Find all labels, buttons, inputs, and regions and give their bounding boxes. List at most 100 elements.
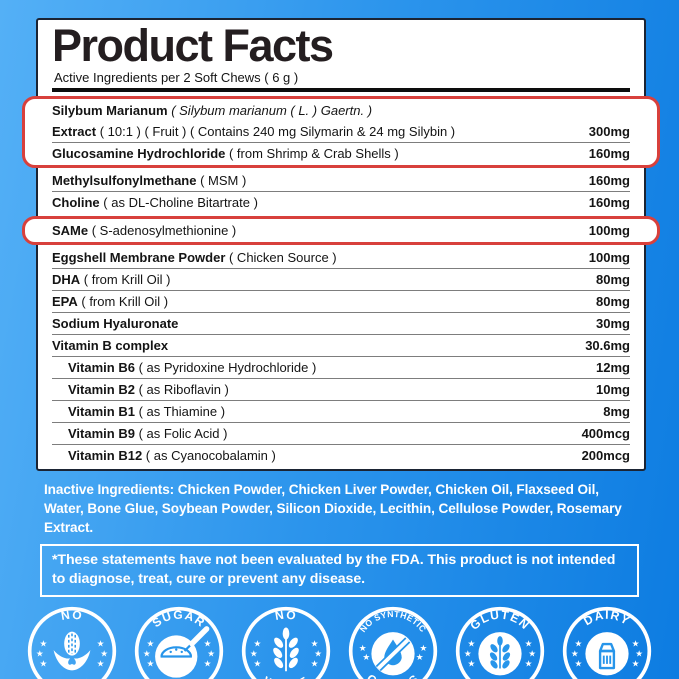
badge-ring bbox=[27, 606, 117, 679]
ingredient-amount: 100mg bbox=[588, 250, 630, 265]
badge-ring bbox=[562, 606, 652, 679]
ingredient-amount: 160mg bbox=[588, 146, 630, 161]
svg-text:★: ★ bbox=[314, 650, 322, 660]
ingredient-name: Vitamin B12 bbox=[68, 448, 143, 463]
product-facts-panel: Product Facts Active Ingredients per 2 S… bbox=[22, 18, 660, 471]
ingredient-detail: ( Chicken Source ) bbox=[225, 250, 337, 265]
svg-text:NO SYNTHETIC: NO SYNTHETIC bbox=[358, 609, 429, 634]
ingredient-amount: 30.6mg bbox=[585, 338, 630, 353]
ingredient-name: Vitamin B1 bbox=[68, 404, 135, 419]
ingredient-detail: ( as Cyanocobalamin ) bbox=[142, 448, 276, 463]
ingredient-latin-name: ( Silybum marianum ( L. ) Gaertn. ) bbox=[167, 103, 373, 118]
badge-row: NO CORN ★★★ ★★★ SUGAR FREE bbox=[26, 605, 653, 679]
svg-text:★: ★ bbox=[528, 650, 536, 660]
ingredient-amount: 80mg bbox=[596, 294, 630, 309]
header-divider bbox=[52, 88, 630, 92]
svg-text:★: ★ bbox=[575, 660, 583, 670]
ingredient-row-eggshell: Eggshell Membrane Powder ( Chicken Sourc… bbox=[52, 247, 630, 268]
ingredient-name: Methylsulfonylmethane bbox=[52, 173, 197, 188]
svg-text:★: ★ bbox=[40, 639, 48, 649]
page-title: Product Facts bbox=[52, 20, 334, 71]
ingredient-amount: 200mcg bbox=[581, 448, 630, 463]
star-decorations: ★★★ ★★★ bbox=[143, 639, 215, 669]
ingredient-amount: 12mg bbox=[596, 360, 630, 375]
ingredient-name: Eggshell Membrane Powder bbox=[52, 250, 226, 265]
svg-text:★: ★ bbox=[359, 644, 367, 654]
ingredient-amount: 10mg bbox=[596, 382, 630, 397]
svg-text:★: ★ bbox=[468, 660, 476, 670]
svg-text:★: ★ bbox=[525, 639, 533, 649]
svg-text:★: ★ bbox=[254, 639, 262, 649]
ingredient-row-msm: Methylsulfonylmethane ( MSM ) 160mg bbox=[52, 170, 630, 191]
ingredient-name: DHA bbox=[52, 272, 81, 287]
ingredient-row-vitamin-b1: Vitamin B1 ( as Thiamine ) 8mg bbox=[52, 400, 630, 422]
ingredient-row-choline: Choline ( as DL-Choline Bitartrate ) 160… bbox=[52, 191, 630, 213]
ingredient-name: Vitamin B9 bbox=[68, 426, 135, 441]
ingredient-row-dha: DHA ( from Krill Oil ) 80mg bbox=[52, 268, 630, 290]
star-decorations: ★★★ ★★★ bbox=[36, 639, 108, 669]
ingredient-amount: 8mg bbox=[603, 404, 630, 419]
ingredient-name: SAMe bbox=[52, 223, 89, 238]
ingredient-detail: ( as DL-Choline Bitartrate ) bbox=[99, 195, 258, 210]
svg-text:★: ★ bbox=[416, 653, 424, 663]
svg-text:WHEAT: WHEAT bbox=[261, 674, 311, 679]
ingredient-name: Silybum Marianum bbox=[52, 103, 168, 118]
svg-text:★: ★ bbox=[143, 650, 151, 660]
ingredient-name: Vitamin B6 bbox=[68, 360, 135, 375]
svg-text:★: ★ bbox=[632, 639, 640, 649]
star-decorations: ★★★ ★★★ bbox=[250, 639, 322, 669]
ingredient-row-silybum: Silybum Marianum ( Silybum marianum ( L.… bbox=[52, 100, 630, 142]
ingredient-detail: ( as Folic Acid ) bbox=[134, 426, 228, 441]
ingredient-detail: ( S-adenosylmethionine ) bbox=[88, 223, 237, 238]
no-synthetic-colors-icon bbox=[371, 632, 415, 676]
svg-text:★: ★ bbox=[468, 639, 476, 649]
svg-text:★: ★ bbox=[632, 660, 640, 670]
badge-ring bbox=[455, 606, 545, 679]
highlight-box-silybum-glucosamine: Silybum Marianum ( Silybum marianum ( L.… bbox=[22, 96, 660, 168]
ingredient-amount: 30mg bbox=[596, 316, 630, 331]
ingredient-detail: ( as Riboflavin ) bbox=[134, 382, 229, 397]
star-decorations: ★★ ★★ bbox=[359, 644, 428, 663]
svg-text:★: ★ bbox=[250, 650, 258, 660]
star-decorations: ★★★ ★★★ bbox=[571, 639, 643, 669]
highlight-box-same: SAMe ( S-adenosylmethionine ) 100mg bbox=[22, 216, 660, 245]
ingredient-row-vitamin-b-complex: Vitamin B complex 30.6mg bbox=[52, 334, 630, 356]
badge-gluten-free: GLUTEN FREE ★★★ ★★★ bbox=[455, 606, 545, 679]
svg-text:★: ★ bbox=[419, 644, 427, 654]
ingredient-row-vitamin-b12: Vitamin B12 ( as Cyanocobalamin ) 200mcg bbox=[52, 444, 630, 466]
ingredient-name: Vitamin B2 bbox=[68, 382, 135, 397]
svg-text:★: ★ bbox=[40, 660, 48, 670]
ingredient-name: Extract bbox=[52, 124, 97, 139]
ingredient-name: Vitamin B complex bbox=[52, 338, 169, 353]
ingredient-row-glucosamine: Glucosamine Hydrochloride ( from Shrimp … bbox=[52, 142, 630, 164]
svg-text:★: ★ bbox=[207, 650, 215, 660]
svg-text:★: ★ bbox=[635, 650, 643, 660]
ingredient-detail: ( as Thiamine ) bbox=[134, 404, 226, 419]
milk-carton-icon bbox=[585, 632, 629, 676]
badge-ring bbox=[241, 606, 331, 679]
svg-text:★: ★ bbox=[311, 639, 319, 649]
svg-text:★: ★ bbox=[571, 650, 579, 660]
ingredient-name: EPA bbox=[52, 294, 78, 309]
ingredient-detail: ( as Pyridoxine Hydrochloride ) bbox=[134, 360, 317, 375]
ingredient-row-sodium-hyaluronate: Sodium Hyaluronate 30mg bbox=[52, 312, 630, 334]
ingredient-amount: 160mg bbox=[588, 195, 630, 210]
svg-text:★: ★ bbox=[254, 660, 262, 670]
badge-ring bbox=[134, 606, 224, 679]
ingredient-detail: ( MSM ) bbox=[196, 173, 247, 188]
ingredient-row-vitamin-b2: Vitamin B2 ( as Riboflavin ) 10mg bbox=[52, 378, 630, 400]
badge-no-wheat: NO WHEAT ★★★ ★★★ bbox=[241, 606, 331, 679]
svg-text:★: ★ bbox=[204, 660, 212, 670]
badge-ring bbox=[348, 606, 438, 679]
ingredient-row-vitamin-b6: Vitamin B6 ( as Pyridoxine Hydrochloride… bbox=[52, 356, 630, 378]
svg-text:CORN: CORN bbox=[51, 676, 93, 679]
badge-no-synthetic-colors: NO SYNTHETIC COLORS ★★ ★★ bbox=[348, 606, 438, 679]
ingredient-detail: ( 10:1 ) ( Fruit ) ( Contains 240 mg Sil… bbox=[96, 124, 456, 139]
sugar-spoon-icon bbox=[155, 626, 210, 678]
badge-dairy-free: DAIRY FREE ★★★ ★★★ bbox=[562, 606, 652, 679]
ingredient-name: Glucosamine Hydrochloride bbox=[52, 146, 226, 161]
svg-text:★: ★ bbox=[525, 660, 533, 670]
badge-no-corn: NO CORN ★★★ ★★★ bbox=[27, 606, 117, 679]
svg-text:★: ★ bbox=[97, 639, 105, 649]
ingredient-amount: 80mg bbox=[596, 272, 630, 287]
